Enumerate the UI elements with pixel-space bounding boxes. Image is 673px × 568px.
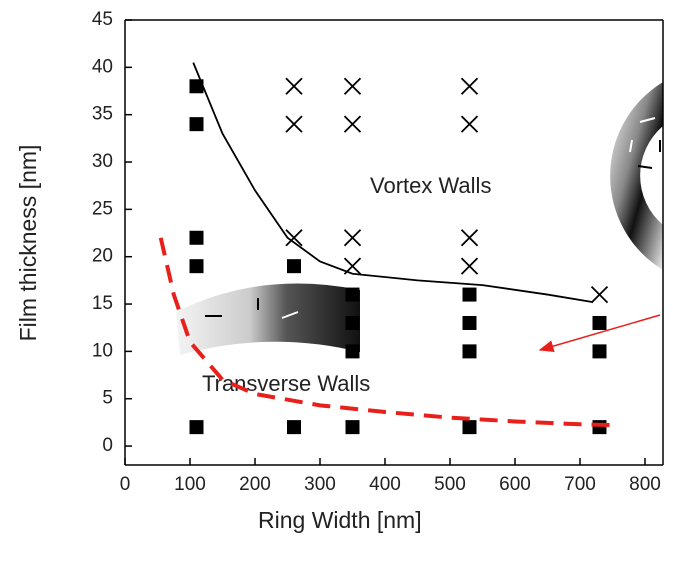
y-tick-label: 0: [102, 435, 113, 456]
pointer-arrow: [538, 314, 661, 352]
y-tick-label: 30: [92, 151, 113, 172]
cross-point: [285, 77, 303, 95]
y-tick-label: 20: [92, 246, 113, 267]
cross-point: [460, 229, 479, 247]
axes: [124, 19, 664, 466]
square-point: [189, 117, 204, 132]
vortex-inset: [610, 82, 663, 270]
x-tick-label: 800: [629, 474, 661, 495]
square-point: [189, 259, 204, 274]
cross-point: [343, 115, 362, 133]
cross-point: [343, 77, 362, 95]
x-tick-label: 100: [174, 474, 206, 495]
x-tick-label: 600: [499, 474, 531, 495]
square-point: [189, 420, 204, 435]
y-tick-label: 10: [92, 340, 113, 361]
y-tick-label: 35: [92, 104, 113, 125]
square-point: [462, 344, 477, 359]
square-point: [189, 230, 204, 245]
inset-arrows-dark: [205, 140, 661, 317]
y-tick-label: 15: [92, 293, 113, 314]
y-axis-label: Film thickness [nm]: [15, 145, 41, 342]
square-point: [345, 287, 360, 302]
square-point: [592, 420, 607, 435]
x-axis-label: Ring Width [nm]: [258, 507, 422, 533]
square-point: [462, 420, 477, 435]
square-point: [345, 344, 360, 359]
cross-point: [285, 229, 303, 247]
square-point: [462, 287, 477, 302]
square-point: [287, 259, 301, 274]
x-tick-label: 300: [304, 474, 336, 495]
x-tick-label: 700: [564, 474, 596, 495]
y-tick-label: 25: [92, 198, 113, 219]
cross-point: [590, 285, 609, 304]
inset-arrows: [281, 117, 656, 319]
square-point: [287, 420, 301, 435]
y-tick-label: 40: [92, 56, 113, 77]
cross-point: [460, 257, 479, 275]
square-point: [345, 420, 360, 435]
cross-point: [460, 77, 479, 95]
annotation: Transverse Walls: [202, 371, 370, 396]
cross-point: [460, 115, 479, 133]
dashed-curve: [158, 237, 620, 428]
cross-point: [343, 229, 362, 247]
y-tick-label: 45: [92, 9, 113, 30]
square-point: [462, 315, 477, 330]
square-point: [345, 315, 360, 330]
x-tick-label: 0: [120, 474, 131, 495]
square-point: [592, 315, 607, 330]
square-point: [592, 344, 607, 359]
transverse-inset: [176, 283, 360, 355]
square-point: [189, 79, 204, 94]
cross-point: [285, 115, 303, 133]
x-tick-label: 200: [239, 474, 271, 495]
annotation: Vortex Walls: [370, 173, 491, 198]
y-tick-label: 5: [102, 388, 113, 409]
fit-curve: [192, 62, 594, 304]
x-tick-label: 500: [434, 474, 466, 495]
x-tick-label: 400: [369, 474, 401, 495]
